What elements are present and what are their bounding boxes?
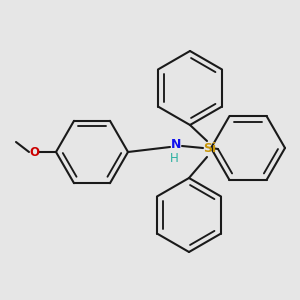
Text: H: H	[169, 152, 178, 164]
Text: N: N	[171, 139, 181, 152]
Text: Si: Si	[203, 142, 217, 155]
Text: O: O	[29, 146, 39, 158]
